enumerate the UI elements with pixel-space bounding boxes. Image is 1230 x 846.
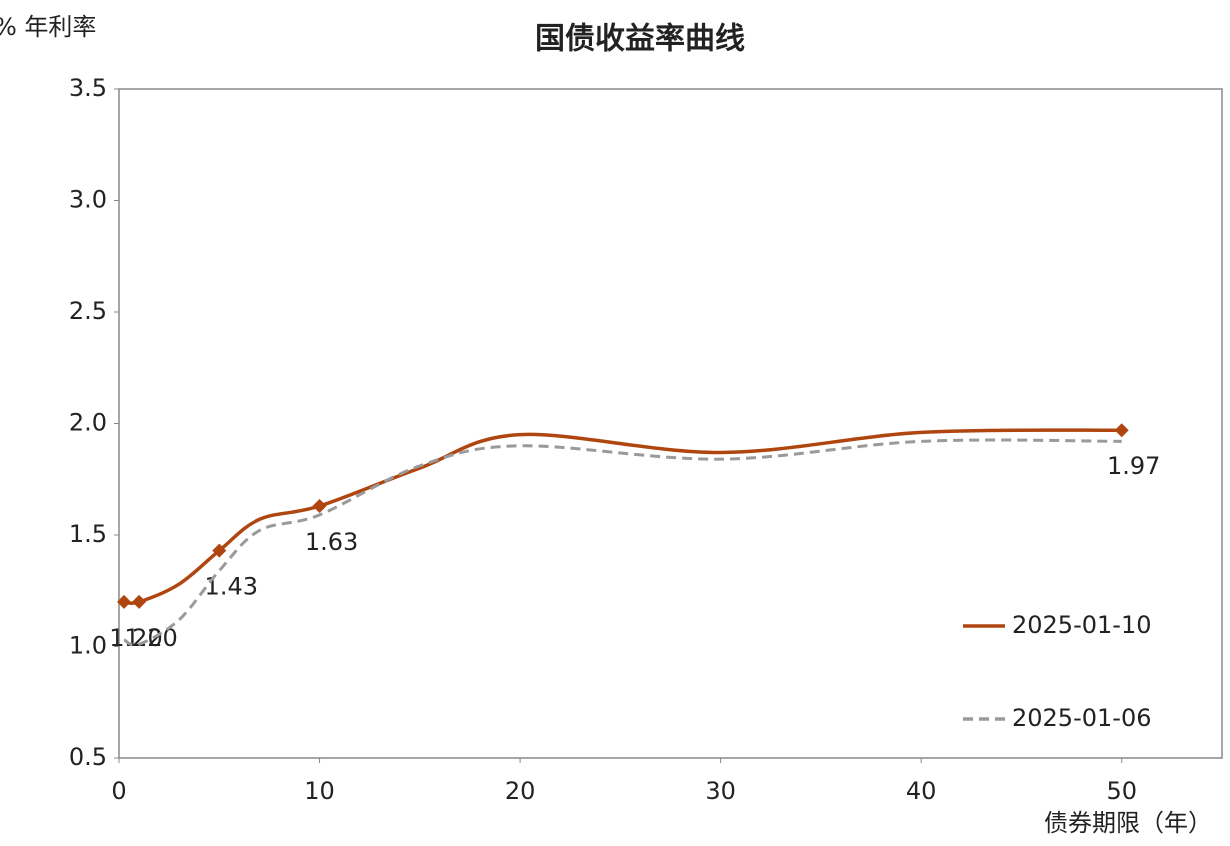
x-tick-label: 10 [304, 777, 335, 805]
marker [212, 543, 227, 558]
marker [1114, 423, 1129, 438]
line [123, 428, 1122, 605]
x-tick-label: 20 [505, 777, 536, 805]
y-tick-label: 1.5 [69, 520, 107, 548]
plot-frame [118, 88, 1223, 759]
y-tick-label: 2.0 [69, 409, 107, 437]
y-tick-label: 1.0 [69, 632, 107, 660]
y-tick-label: 2.5 [69, 297, 107, 325]
line [123, 438, 1122, 647]
y-tick-label: 0.5 [69, 743, 107, 771]
legend-label: 2025-01-10 [1012, 611, 1151, 639]
x-tick-label: 50 [1106, 777, 1137, 805]
x-tick-label: 0 [111, 777, 126, 805]
x-tick-label: 30 [705, 777, 736, 805]
x-axis-label: 债券期限（年） [1044, 809, 1212, 837]
data-label: 1.97 [1107, 452, 1160, 480]
data-label: 1.63 [305, 528, 358, 556]
marker [312, 499, 327, 514]
y-tick-label: 3.0 [69, 186, 107, 214]
legend-label: 2025-01-06 [1012, 704, 1151, 732]
marker [132, 594, 147, 609]
chart-title: 国债收益率曲线 [535, 22, 745, 57]
y-axis-label: % 年利率 [0, 13, 96, 41]
y-tick-label: 3.5 [69, 74, 107, 102]
x-tick-label: 40 [906, 777, 937, 805]
marker [117, 594, 132, 609]
